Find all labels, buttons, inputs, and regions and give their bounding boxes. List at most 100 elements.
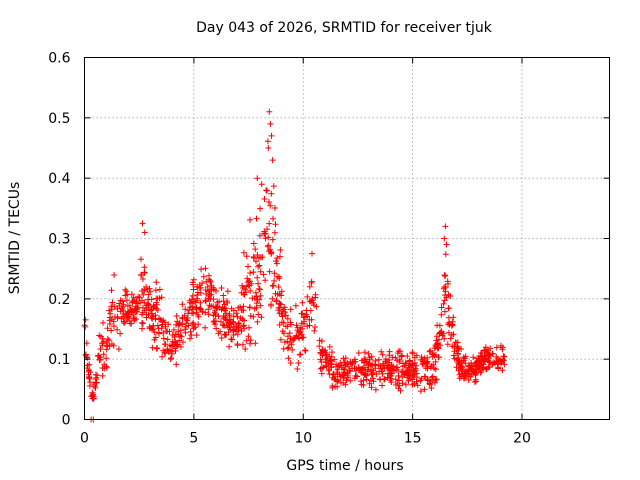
data-point [396, 357, 403, 363]
data-point [482, 355, 489, 362]
data-point [139, 319, 145, 326]
data-point [210, 319, 217, 325]
data-point [117, 308, 124, 315]
data-point [248, 280, 255, 287]
data-point [267, 120, 274, 127]
data-point [255, 311, 262, 318]
data-point [133, 308, 139, 315]
data-point [404, 353, 411, 360]
data-point [173, 321, 179, 328]
data-point [138, 256, 144, 263]
data-point [230, 319, 237, 326]
data-point [287, 360, 294, 366]
data-point [230, 332, 237, 338]
data-point [271, 277, 278, 284]
data-point [160, 330, 167, 336]
data-point [292, 302, 299, 309]
data-point [150, 304, 157, 311]
data-point [100, 351, 107, 358]
data-point [445, 305, 452, 312]
data-point [265, 145, 272, 151]
data-point [402, 381, 409, 388]
data-point [282, 323, 289, 330]
data-point [270, 282, 277, 289]
data-point [220, 315, 227, 322]
data-point [237, 315, 244, 322]
data-point [443, 241, 450, 248]
data-point [285, 344, 292, 351]
data-point [243, 337, 250, 344]
data-point [179, 315, 186, 322]
data-point [355, 350, 362, 356]
x-tick-label: 10 [294, 431, 312, 447]
data-point [103, 355, 110, 362]
data-point [257, 286, 263, 293]
data-point [217, 328, 224, 335]
data-point [376, 376, 383, 383]
data-point [441, 335, 448, 342]
data-point [481, 348, 488, 354]
data-point [161, 341, 168, 348]
data-point [258, 314, 265, 321]
data-point [340, 355, 347, 362]
data-point [383, 362, 390, 369]
data-point [218, 335, 225, 341]
data-point [176, 337, 183, 344]
data-point [182, 326, 189, 333]
data-point [99, 372, 106, 379]
data-point [420, 361, 426, 368]
data-point [275, 307, 282, 314]
data-point [247, 340, 253, 347]
data-point [125, 314, 132, 321]
data-point [95, 352, 102, 359]
data-point [237, 304, 244, 311]
data-point [126, 318, 133, 325]
data-point [431, 365, 438, 372]
data-point [442, 272, 449, 279]
data-point [396, 377, 403, 384]
data-point [319, 347, 326, 354]
data-point [384, 374, 391, 381]
data-point [244, 279, 251, 286]
data-point [394, 364, 401, 371]
data-point [97, 356, 104, 363]
data-point [257, 205, 264, 212]
data-point [424, 358, 431, 365]
x-tick-label: 20 [513, 431, 531, 447]
data-point [89, 395, 96, 402]
data-point [311, 327, 318, 334]
data-point [372, 386, 379, 393]
data-point [272, 221, 279, 228]
data-point [205, 311, 212, 318]
data-point [202, 265, 209, 272]
data-point [242, 346, 249, 352]
data-point [197, 290, 204, 296]
data-point [319, 365, 325, 371]
data-point [370, 367, 377, 374]
data-point [106, 307, 113, 314]
data-point [286, 330, 293, 337]
data-point [438, 311, 445, 318]
data-point [308, 279, 315, 286]
data-point [462, 360, 469, 367]
data-point [213, 325, 220, 332]
data-point [84, 365, 91, 372]
data-point [109, 299, 116, 306]
data-point [379, 382, 385, 389]
data-point [159, 353, 166, 360]
data-point [341, 372, 348, 379]
data-point [433, 376, 440, 383]
data-point [140, 291, 147, 298]
data-point [156, 286, 163, 293]
data-point [340, 366, 347, 372]
data-point [282, 312, 289, 319]
data-point [260, 271, 267, 278]
data-point [174, 318, 181, 325]
data-point [222, 314, 229, 321]
data-point [264, 243, 271, 250]
data-point [490, 360, 496, 367]
data-point [299, 334, 306, 341]
data-point [123, 297, 130, 304]
data-point [312, 324, 318, 330]
data-point [175, 322, 182, 329]
